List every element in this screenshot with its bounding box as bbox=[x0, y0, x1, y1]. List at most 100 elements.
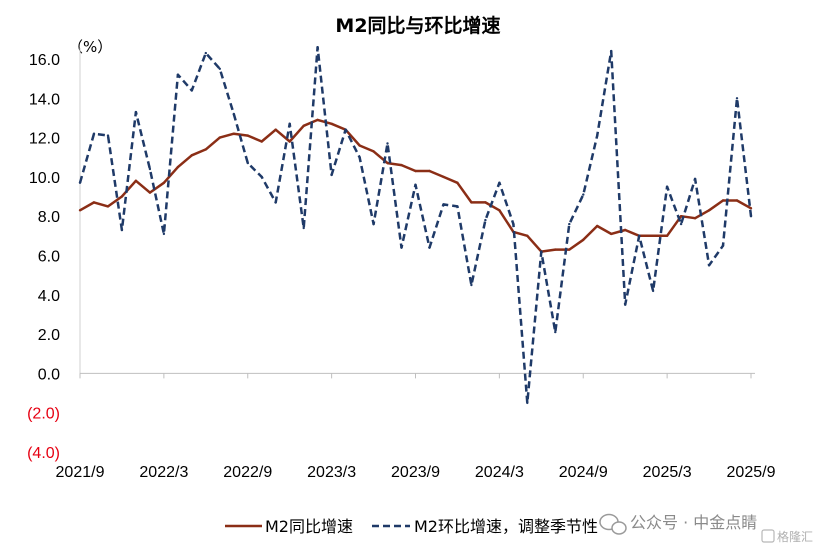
point-m2-mom-2025-3 bbox=[665, 185, 669, 188]
point-m2-yoy-2022-4 bbox=[176, 165, 180, 169]
y-tick-label: 16.0 bbox=[29, 52, 60, 69]
point-m2-yoy-2022-11 bbox=[274, 128, 277, 131]
x-tick-label: 2024/9 bbox=[559, 464, 608, 481]
point-m2-mom-2023-8 bbox=[400, 246, 403, 249]
point-m2-yoy-2022-6 bbox=[204, 148, 207, 151]
point-m2-mom-2023-6 bbox=[372, 222, 375, 226]
point-m2-mom-2023-5 bbox=[358, 156, 361, 159]
y-tick-label: 6.0 bbox=[38, 249, 60, 266]
x-tick-label: 2022/9 bbox=[223, 464, 272, 481]
wechat-icon bbox=[599, 513, 627, 535]
point-m2-yoy-2022-1 bbox=[134, 179, 138, 182]
point-m2-yoy-2023-8 bbox=[400, 163, 403, 167]
point-m2-mom-2025-9 bbox=[749, 215, 753, 218]
point-m2-mom-2022-9 bbox=[246, 161, 249, 165]
point-m2-mom-2023-4 bbox=[344, 128, 347, 131]
point-m2-yoy-2023-10 bbox=[428, 169, 431, 173]
point-m2-mom-2024-10 bbox=[596, 134, 599, 137]
point-m2-mom-2025-5 bbox=[693, 177, 697, 181]
point-m2-mom-2023-12 bbox=[456, 205, 459, 208]
point-m2-mom-2024-11 bbox=[610, 49, 613, 53]
legend-label-m2-yoy: M2同比增速 bbox=[265, 517, 353, 536]
point-m2-mom-2022-4 bbox=[176, 73, 180, 76]
point-m2-yoy-2025-7 bbox=[721, 199, 725, 202]
point-m2-yoy-2023-1 bbox=[302, 124, 305, 128]
point-m2-yoy-2023-6 bbox=[372, 150, 375, 153]
point-m2-yoy-2021-11 bbox=[106, 205, 110, 208]
x-tick-label: 2023/3 bbox=[307, 464, 356, 481]
point-m2-yoy-2023-5 bbox=[358, 144, 361, 147]
point-m2-yoy-2023-7 bbox=[386, 161, 389, 165]
watermark-corner-logo bbox=[761, 529, 775, 543]
point-m2-yoy-2024-3 bbox=[498, 209, 501, 212]
y-tick-label: 0.0 bbox=[38, 366, 60, 383]
point-m2-yoy-2021-9 bbox=[78, 209, 82, 212]
point-m2-yoy-2024-2 bbox=[484, 201, 487, 204]
point-m2-yoy-2023-2 bbox=[316, 118, 319, 122]
point-m2-mom-2022-7 bbox=[218, 67, 221, 71]
point-m2-yoy-2025-4 bbox=[679, 215, 683, 218]
point-m2-mom-2021-10 bbox=[92, 132, 96, 135]
x-tick-label: 2025/9 bbox=[727, 464, 776, 481]
point-m2-mom-2024-6 bbox=[540, 250, 543, 253]
point-m2-mom-2022-12 bbox=[288, 122, 291, 126]
point-m2-yoy-2025-8 bbox=[735, 199, 739, 202]
point-m2-mom-2024-2 bbox=[484, 218, 487, 222]
point-m2-yoy-2025-9 bbox=[749, 207, 753, 210]
point-m2-mom-2023-2 bbox=[316, 46, 319, 49]
y-tick-label: 10.0 bbox=[29, 170, 60, 187]
y-tick-label: 8.0 bbox=[38, 209, 60, 226]
point-m2-mom-2024-7 bbox=[554, 330, 557, 334]
point-m2-mom-2024-8 bbox=[568, 222, 571, 226]
point-m2-yoy-2021-10 bbox=[92, 201, 96, 204]
point-m2-yoy-2022-3 bbox=[162, 181, 166, 184]
point-m2-mom-2025-1 bbox=[638, 234, 641, 237]
point-m2-mom-2023-3 bbox=[330, 173, 333, 177]
point-m2-mom-2024-1 bbox=[470, 283, 473, 287]
point-m2-yoy-2023-9 bbox=[414, 169, 417, 173]
point-m2-yoy-2025-5 bbox=[693, 217, 697, 220]
point-m2-yoy-2024-12 bbox=[624, 228, 627, 232]
point-m2-mom-2025-8 bbox=[735, 97, 739, 100]
point-m2-mom-2022-11 bbox=[274, 201, 277, 204]
point-m2-mom-2021-12 bbox=[120, 228, 124, 232]
point-m2-mom-2021-11 bbox=[106, 134, 110, 137]
y-tick-label: 14.0 bbox=[29, 91, 60, 108]
point-m2-mom-2025-7 bbox=[721, 244, 725, 247]
point-m2-mom-2025-4 bbox=[679, 222, 683, 226]
x-tick-label: 2021/9 bbox=[56, 464, 105, 481]
watermark-text: 公众号 · 中金点睛 bbox=[630, 513, 757, 532]
point-m2-mom-2023-9 bbox=[414, 183, 417, 186]
watermark-corner-text: 格隆汇 bbox=[777, 529, 813, 544]
point-m2-yoy-2022-2 bbox=[148, 191, 152, 194]
point-m2-mom-2024-12 bbox=[624, 303, 627, 306]
y-axis-unit: （%） bbox=[68, 38, 112, 56]
point-m2-yoy-2022-5 bbox=[190, 154, 193, 157]
x-axis: 2021/9 2022/3 2022/9 2023/3 2023/9 2024/3 2024… bbox=[56, 372, 776, 481]
point-m2-mom-2023-1 bbox=[302, 226, 305, 230]
point-m2-mom-2023-7 bbox=[386, 142, 389, 145]
legend: M2同比增速 M2环比增速，调整季节性 bbox=[225, 517, 598, 536]
point-m2-yoy-2025-6 bbox=[707, 209, 711, 212]
y-tick-label: 4.0 bbox=[38, 288, 60, 305]
point-m2-yoy-2024-9 bbox=[582, 238, 585, 241]
legend-label-m2-mom: M2环比增速，调整季节性 bbox=[414, 517, 598, 536]
point-m2-mom-2022-5 bbox=[190, 89, 193, 92]
point-m2-yoy-2022-12 bbox=[288, 140, 291, 143]
point-m2-yoy-2023-12 bbox=[456, 181, 459, 184]
point-m2-mom-2022-8 bbox=[232, 112, 235, 116]
watermark: 公众号 · 中金点睛 格隆汇 bbox=[599, 513, 813, 544]
x-tick-label: 2023/9 bbox=[391, 464, 440, 481]
point-m2-mom-2025-6 bbox=[707, 264, 711, 267]
point-m2-mom-2022-3 bbox=[162, 232, 166, 236]
point-m2-yoy-2025-3 bbox=[665, 234, 669, 237]
x-tick-label: 2024/3 bbox=[475, 464, 524, 481]
point-m2-yoy-2024-8 bbox=[568, 248, 571, 251]
y-tick-label: (4.0) bbox=[27, 445, 60, 462]
point-m2-mom-2024-3 bbox=[498, 181, 501, 184]
y-tick-label: (2.0) bbox=[27, 406, 60, 423]
point-m2-mom-2024-4 bbox=[512, 222, 515, 226]
point-m2-mom-2024-9 bbox=[582, 193, 585, 196]
point-m2-yoy-2025-2 bbox=[651, 234, 655, 237]
